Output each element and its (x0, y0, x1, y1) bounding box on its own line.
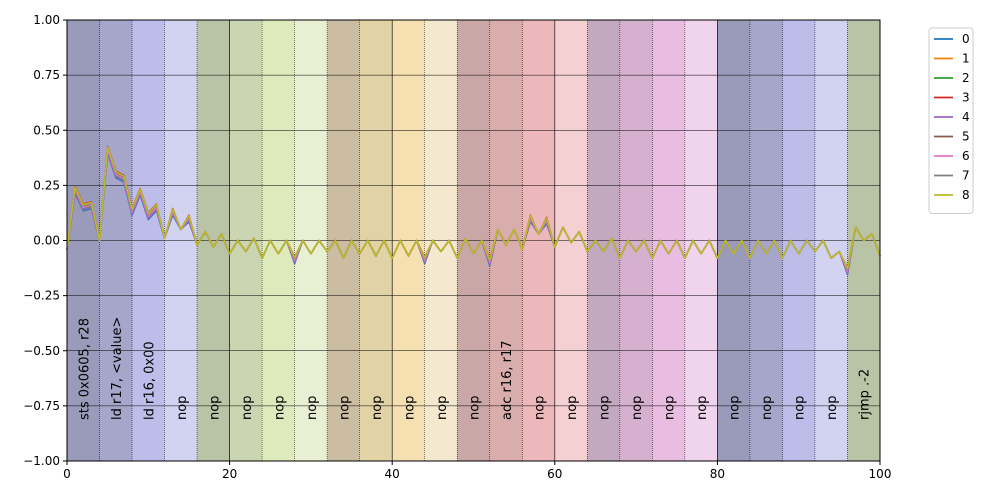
y-tick-label: −0.75 (23, 399, 60, 413)
series-lines (66, 146, 881, 276)
instruction-label: nop (695, 396, 710, 420)
instruction-label: adc r16, r17 (500, 340, 515, 420)
legend-entry-label: 6 (962, 149, 970, 163)
instruction-label: ld r17, <value> (110, 317, 125, 420)
legend-entry-label: 3 (962, 91, 970, 105)
instruction-label: nop (305, 396, 320, 420)
instruction-label: nop (825, 396, 840, 420)
instruction-label: ld r16, 0x00 (142, 341, 157, 420)
instruction-label: nop (272, 396, 287, 420)
y-tick-label: 1.00 (33, 13, 60, 27)
instruction-label: nop (663, 396, 678, 420)
instruction-label: nop (337, 396, 352, 420)
instruction-label: nop (370, 396, 385, 420)
instruction-label: nop (760, 396, 775, 420)
legend-entry-label: 5 (962, 130, 970, 144)
instruction-label: nop (240, 396, 255, 420)
x-tick-label: 60 (547, 467, 562, 481)
legend-entry-label: 0 (962, 32, 970, 46)
x-tick-label: 20 (222, 467, 237, 481)
instruction-label: nop (402, 396, 417, 420)
legend-entry-label: 7 (962, 169, 970, 183)
axes: 0 20 40 60 80 100 −1.00 −0.75 −0.50 −0.25 0.00 0.25… (23, 13, 891, 481)
instruction-label: nop (533, 396, 548, 420)
instruction-label: sts 0x0605, r28 (77, 318, 92, 420)
legend-entry-label: 8 (962, 188, 970, 202)
instruction-label: nop (598, 396, 613, 420)
instruction-label: nop (175, 396, 190, 420)
x-tick-label: 100 (869, 467, 892, 481)
y-tick-label: 0.50 (33, 123, 60, 137)
y-tick-label: 0.00 (33, 234, 60, 248)
legend-entry-label: 4 (962, 110, 970, 124)
instruction-label: nop (435, 396, 450, 420)
instruction-label: rjmp .-2 (858, 369, 873, 420)
instruction-label: nop (630, 396, 645, 420)
legend-entry-label: 1 (962, 52, 970, 66)
legend-entry-label: 2 (962, 71, 970, 85)
y-tick-label: 0.25 (33, 178, 60, 192)
instruction-label: nop (207, 396, 222, 420)
instruction-labels: sts 0x0605, r28 ld r17, <value> ld r16, 0x… (77, 317, 872, 420)
x-tick-label: 0 (63, 467, 71, 481)
instruction-label: nop (565, 396, 580, 420)
instruction-label: nop (793, 396, 808, 420)
instruction-label: nop (468, 396, 483, 420)
series-line-8 (66, 146, 881, 270)
y-tick-label: 0.75 (33, 68, 60, 82)
y-tick-label: −0.50 (23, 344, 60, 358)
y-tick-label: −1.00 (23, 454, 60, 468)
y-tick-label: −0.25 (23, 289, 60, 303)
instruction-label: nop (728, 396, 743, 420)
x-tick-label: 80 (710, 467, 725, 481)
legend-box (928, 27, 974, 214)
x-tick-label: 40 (385, 467, 400, 481)
legend: 0 1 2 3 4 5 6 7 8 (928, 27, 974, 214)
